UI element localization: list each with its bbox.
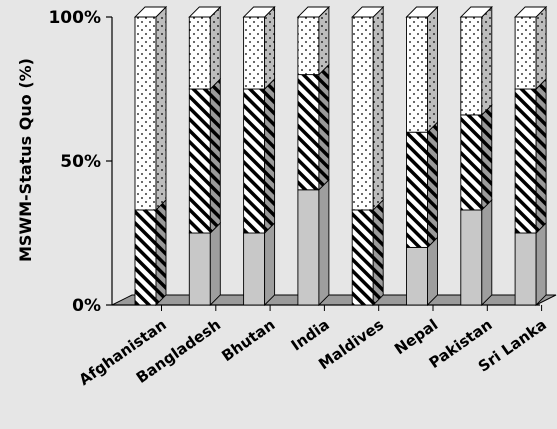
y-axis-title: MSWM-Status Quo (%) (16, 58, 35, 262)
bar-segment-side (318, 5, 330, 76)
bar-nepal (405, 5, 439, 307)
y-tick-label: 0% (72, 296, 101, 316)
bar-segment-side (155, 5, 167, 212)
bar-segment-side (264, 5, 276, 91)
bar-segment (134, 16, 157, 211)
bar-segment (514, 16, 537, 90)
bar-segment-side (318, 63, 330, 191)
bar-segment (460, 114, 483, 211)
bar-top (405, 6, 439, 18)
bar-segment (297, 16, 320, 76)
bar-top (133, 6, 168, 18)
bar-segment (243, 16, 266, 90)
bar-segment (188, 232, 211, 306)
bar-segment-side (264, 221, 276, 307)
bar-segment-side (535, 77, 547, 235)
bar-segment (406, 246, 428, 306)
bar-sri-lanka (514, 5, 548, 307)
bar-top (514, 6, 548, 18)
bar-afghanistan (133, 5, 168, 307)
bar-segment (406, 16, 428, 133)
bar-segment (460, 209, 483, 306)
bar-segment-side (481, 103, 493, 212)
bar-top (459, 6, 493, 18)
bar-maldives (351, 5, 385, 307)
bar-bhutan (242, 5, 276, 307)
bar-segment-side (427, 5, 438, 134)
bar-segment-side (209, 77, 221, 235)
bar-segment-side (535, 5, 547, 91)
bar-pakistan (459, 5, 493, 307)
bar-top (242, 6, 276, 18)
bar-top (188, 6, 222, 18)
x-tick-label: Bhutan (218, 316, 278, 366)
bar-india (296, 5, 330, 307)
bar-segment (460, 16, 483, 116)
bar-segment-side (535, 221, 547, 307)
bar-segment (188, 16, 211, 90)
y-tick-label: 100% (48, 8, 101, 28)
bar-segment (351, 209, 374, 306)
bar-segment-side (372, 198, 384, 307)
bar-segment-side (372, 5, 384, 212)
bar-segment (297, 74, 320, 191)
bar-segment-side (264, 77, 276, 235)
bar-segment-side (481, 5, 493, 117)
x-tick-label: India (288, 316, 333, 355)
bar-segment (297, 189, 320, 306)
bar-top (296, 6, 330, 18)
bar-segment (243, 88, 266, 234)
bar-segment-side (209, 5, 221, 91)
bar-segment (134, 209, 157, 306)
bar-segment (406, 131, 428, 248)
bar-segment-side (427, 236, 438, 307)
bar-bangladesh (188, 5, 222, 307)
bar-segment (514, 88, 537, 234)
bar-segment-side (155, 198, 167, 307)
bar-segment (243, 232, 266, 306)
y-tick-label: 50% (60, 152, 101, 172)
bar-segment (351, 16, 374, 211)
bar-segment-side (318, 178, 330, 307)
bar-segment-side (427, 121, 438, 249)
bar-segment (188, 88, 211, 234)
bar-segment (514, 232, 537, 306)
bar-top (351, 6, 385, 18)
bar-segment-side (209, 221, 221, 307)
bar-segment-side (481, 198, 493, 307)
